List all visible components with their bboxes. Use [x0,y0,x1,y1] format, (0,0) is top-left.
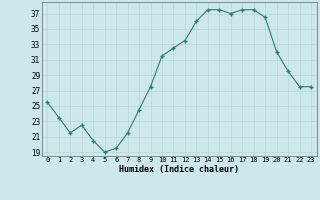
X-axis label: Humidex (Indice chaleur): Humidex (Indice chaleur) [119,165,239,174]
